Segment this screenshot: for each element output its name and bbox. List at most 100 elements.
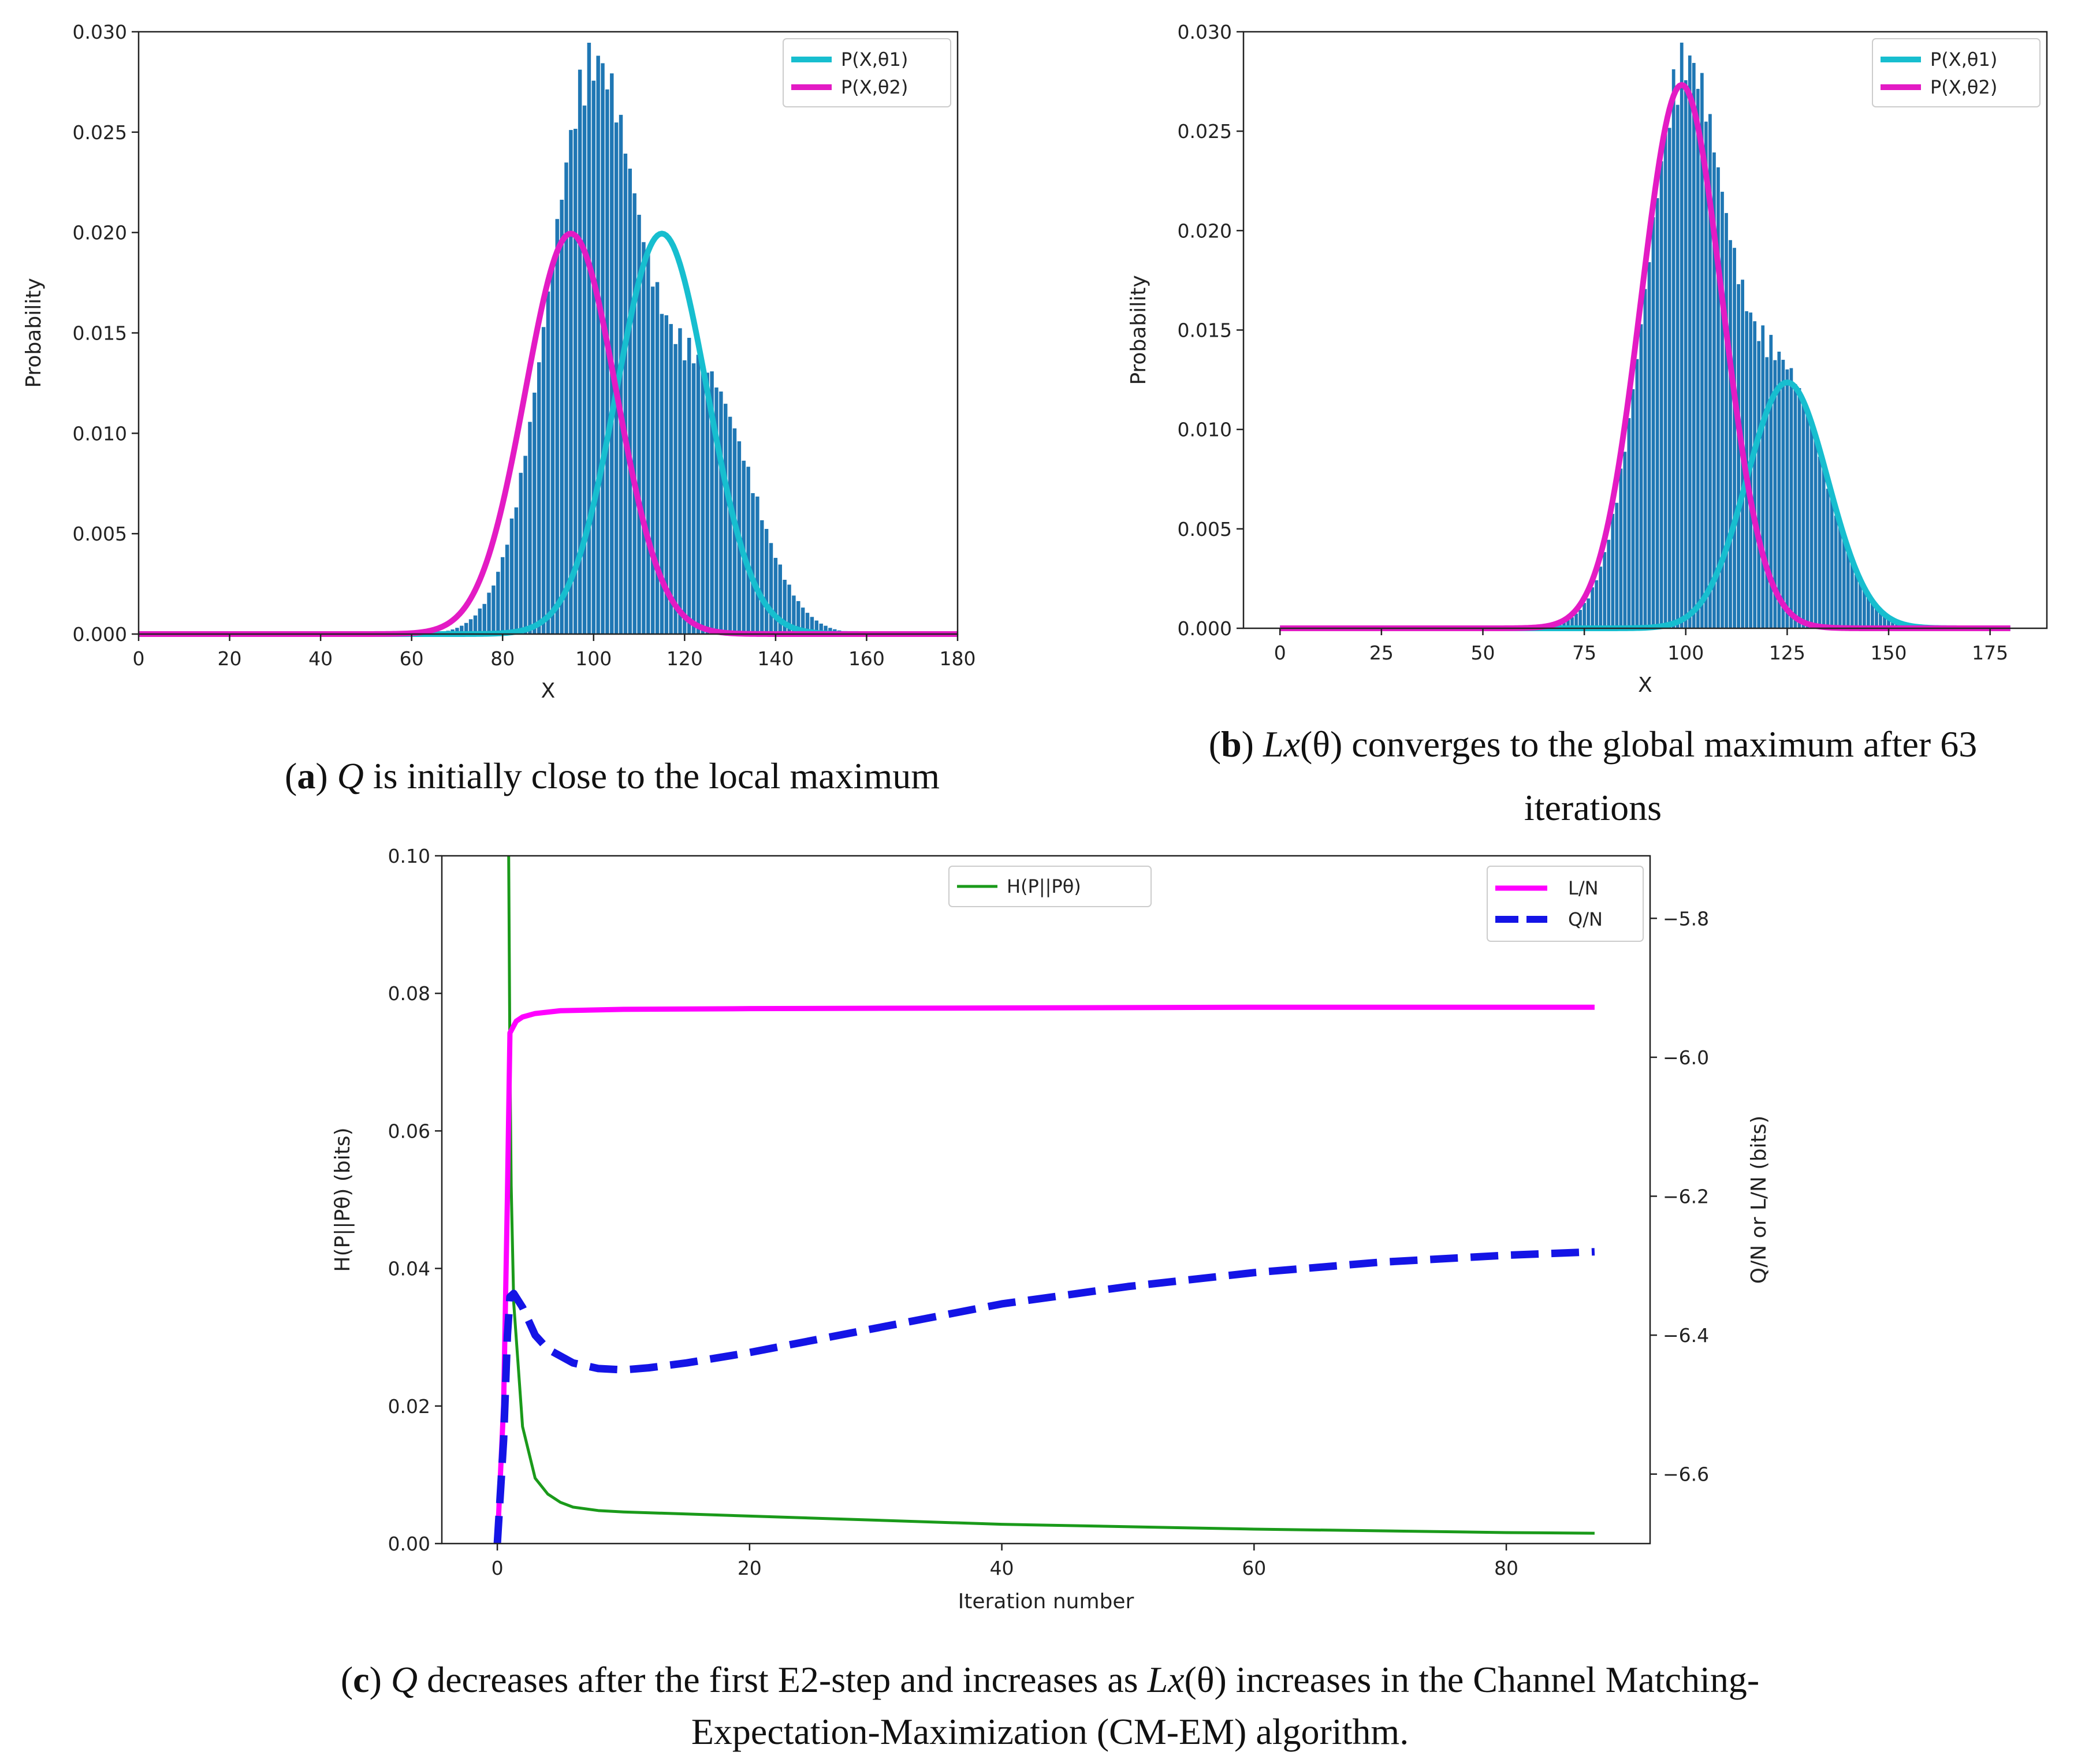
legend-box-right [1487,866,1644,942]
histogram-bar [1671,69,1675,629]
legend-label: H(P||Pθ) [1007,875,1081,897]
y-left-tick-label: 0.08 [388,982,430,1005]
histogram-bar [533,392,537,634]
y-right-tick-label: −5.8 [1663,907,1709,930]
histogram-bar [623,154,628,634]
x-tick-label: 180 [940,647,976,670]
histogram-bar [537,362,541,634]
histogram-bar [1797,388,1801,628]
histogram-bar [1838,524,1842,628]
histogram-bar [1793,384,1797,628]
x-tick-label: 140 [757,647,794,670]
histogram-bar [1883,614,1886,628]
histogram-bar [1721,192,1724,628]
histogram-bar [1781,360,1785,628]
histogram-bar [528,422,532,634]
y-right-tick-label: −6.6 [1663,1463,1709,1486]
histogram-bar [1570,617,1574,628]
histogram-bar [1757,341,1761,628]
histogram-bar [1862,590,1866,628]
histogram-bar [1875,607,1878,628]
histogram-bar [1566,620,1570,628]
y-right-tick-label: −6.0 [1663,1046,1709,1069]
histogram-bar [505,545,509,634]
histogram-bar [1717,167,1720,628]
histogram-bar [1858,579,1862,628]
histogram-bar [628,169,632,634]
histogram-bar [755,496,759,634]
x-axis-label: X [541,679,556,703]
histogram-bar [487,592,491,634]
x-tick-label: 20 [218,647,242,670]
histogram-bar [769,543,773,634]
histogram-bar [1599,566,1603,628]
histogram-bar [1635,359,1639,628]
histogram-bar [683,360,687,634]
panel-b-histogram-chart: 0 25 50 75 100 125 150 175 0.000 0.005 0.010 0.015 0… [1127,21,2048,697]
x-tick-label: 20 [738,1557,762,1579]
y-tick-label: 0.010 [1178,419,1232,441]
histogram-bar [1733,248,1736,629]
histogram-bar [1623,452,1627,628]
histogram-bar [746,467,750,634]
x-tick-label: 25 [1369,642,1394,664]
x-tick-label: 80 [490,647,515,670]
histogram-bar [751,493,755,634]
histogram-bar [1834,515,1838,628]
histogram-bar [1801,400,1805,628]
histogram-bar [1603,552,1607,628]
histogram-bar [601,63,605,635]
histogram-bar [1578,610,1582,628]
histogram-bar [492,585,496,634]
y-axis-label: Probability [1127,275,1150,385]
histogram-bar [678,328,682,634]
histogram-bar [773,558,778,634]
histogram-bar [596,55,600,634]
histogram-bar [500,557,505,634]
histogram-bar [464,623,468,634]
histogram-bar [514,507,519,634]
panel-c-line-chart: 0 20 40 60 80 0.00 0.02 0.04 0.06 0.08 0.10 −5.8 −6.… [331,845,1771,1613]
histogram-bar [1789,368,1793,628]
y-tick-label: 0.025 [1178,120,1232,143]
x-tick-label: 0 [1274,642,1286,664]
histogram-bar [578,69,582,635]
histogram-bar [673,344,677,634]
histogram-bar [1562,622,1566,628]
legend-label: P(X,θ2) [841,76,908,98]
histogram-bar [1639,324,1643,628]
caption-a: (a) Q is initially close to the local ma… [285,755,940,796]
histogram-bar [1708,114,1712,629]
histogram-bar [1769,334,1773,628]
histogram-bar [642,242,646,634]
histogram-bar [1854,574,1858,628]
histogram-bar [1765,357,1769,628]
histogram-bar [1891,620,1894,628]
y-right-axis-label: Q/N or L/N (bits) [1747,1116,1771,1284]
histogram-bar [664,315,669,634]
y-tick-label: 0.015 [1178,319,1232,342]
y-tick-label: 0.025 [73,121,127,144]
histogram-bar [778,564,782,634]
histogram-bar [1830,492,1834,628]
x-tick-label: 80 [1494,1557,1518,1579]
histogram-bar [637,214,641,634]
histogram-bar [1595,580,1599,628]
histogram-bar [1773,360,1777,628]
caption-c-line2: Expectation-Maximization (CM-EM) algorit… [691,1711,1409,1752]
histogram-bar [701,363,705,634]
histogram-bar [1814,437,1818,628]
histogram-bar [1643,289,1647,629]
histogram-bar [1663,129,1667,629]
y-left-axis-label: H(P||Pθ) (bits) [331,1127,355,1272]
histogram-bar [482,603,486,634]
histogram-bar [1809,424,1814,628]
series-line-h-divergence [507,856,1595,1535]
histogram-bar [632,193,636,634]
histogram-bar [1842,538,1846,628]
x-tick-label: 60 [400,647,424,670]
histogram-bar [455,628,459,634]
histogram-bar [1879,611,1882,628]
histogram-bar [792,595,796,634]
histogram-bar [669,324,673,634]
